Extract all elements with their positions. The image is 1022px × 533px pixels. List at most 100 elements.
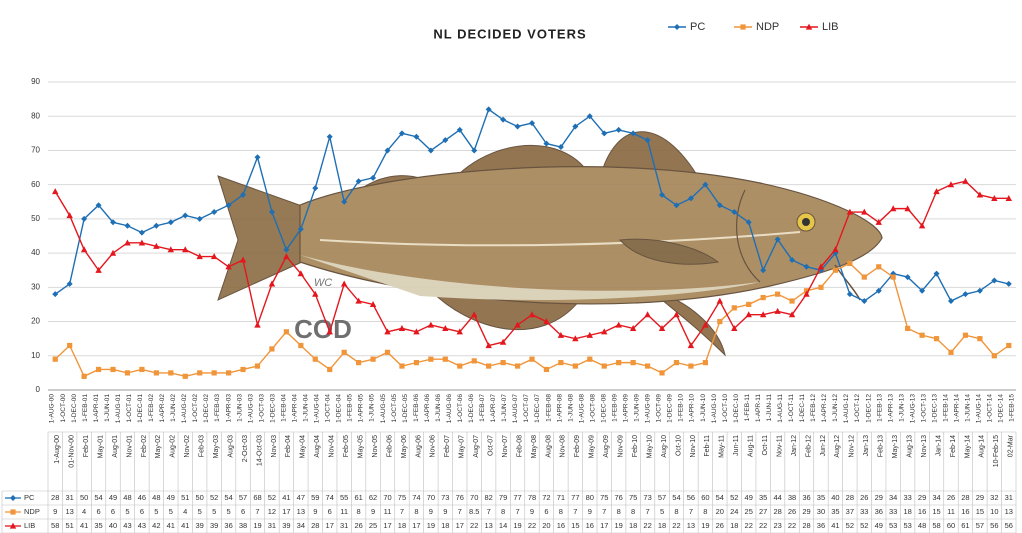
table-header: May-14 [964, 435, 971, 458]
table-header: Aug-11 [748, 435, 755, 457]
x-tick-label: 1-FEB-04 [280, 394, 287, 422]
fish-tail [217, 175, 303, 301]
x-tick-label: 1-AUG-05 [380, 394, 387, 424]
marker [644, 363, 651, 369]
table-cell: 40 [109, 521, 117, 530]
table-cell: 74 [326, 493, 334, 502]
table-cell: 7 [487, 507, 491, 516]
marker [905, 325, 911, 331]
x-tick-label: 1-FEB-05 [347, 394, 354, 422]
table-cell: 7 [458, 507, 462, 516]
y-tick-label: 70 [31, 146, 40, 155]
marker [976, 191, 984, 198]
marker [427, 321, 435, 328]
fish-gill [735, 189, 761, 283]
x-tick-label: 1-FEB-13 [876, 394, 883, 422]
marker [572, 363, 578, 369]
marker [904, 205, 911, 212]
table-header: Feb-09 [574, 435, 581, 457]
marker [514, 123, 521, 130]
marker [399, 363, 405, 369]
table-cell: 28 [961, 493, 969, 502]
marker [167, 246, 175, 253]
table-header: 10-Feb-15 [993, 435, 1000, 467]
marker [557, 144, 564, 151]
table-header: Jan-12 [791, 435, 798, 457]
marker [197, 370, 203, 376]
marker [196, 215, 203, 222]
marker [876, 264, 882, 270]
table-header: May-13 [892, 435, 899, 458]
table-cell: 7 [573, 507, 577, 516]
x-tick-label: 1-AUG-07 [512, 394, 519, 424]
table-header: Oct-07 [488, 435, 495, 456]
table-cell: 54 [94, 493, 102, 502]
x-tick-label: 1-DEC-07 [534, 394, 541, 423]
marker [254, 363, 261, 369]
marker [240, 191, 247, 198]
marker [805, 23, 813, 30]
x-tick-label: 1-AUG-12 [843, 394, 850, 424]
table-cell: 8 [631, 507, 635, 516]
x-tick-label: 1-OCT-09 [656, 394, 663, 423]
table-cell: 13 [687, 521, 695, 530]
table-cell: 53 [889, 521, 897, 530]
fish-illustration [217, 131, 883, 357]
table-cell: 34 [297, 521, 305, 530]
table-cell: 26 [354, 521, 362, 530]
table-cell: 22 [672, 521, 680, 530]
fish-fin [649, 289, 726, 357]
x-tick-label: 1-DEC-12 [865, 394, 872, 423]
marker [370, 174, 377, 181]
table-cell: 18 [730, 521, 738, 530]
marker [370, 356, 376, 362]
table-cell: 73 [643, 493, 651, 502]
table-header: Feb-07 [444, 435, 451, 457]
table-cell: 36 [802, 493, 810, 502]
table-cell: 28 [51, 493, 59, 502]
table-cell: 17 [282, 507, 290, 516]
table-cell: 17 [326, 521, 334, 530]
marker [340, 280, 348, 287]
x-tick-label: 1-OCT-03 [258, 394, 265, 423]
x-tick-label: 1-JUN-07 [501, 394, 508, 422]
x-tick-label: 1-FEB-06 [413, 394, 420, 422]
marker [471, 147, 478, 154]
marker [442, 325, 449, 331]
fish-belly [300, 255, 760, 301]
table-cell: 9 [53, 507, 57, 516]
x-tick-label: 1-APR-08 [556, 394, 563, 423]
table-cell: 18 [658, 521, 666, 530]
x-tick-label: 1-APR-03 [225, 394, 232, 423]
marker [52, 356, 58, 362]
marker [962, 332, 969, 338]
marker [398, 130, 405, 137]
marker [659, 191, 666, 198]
table-cell: 8 [414, 507, 418, 516]
x-tick-label: 1-JUN-08 [567, 394, 574, 422]
marker [759, 311, 767, 318]
table-cell: 80 [586, 493, 594, 502]
marker [746, 301, 752, 308]
table-cell: 22 [470, 521, 478, 530]
table-cell: 19 [513, 521, 521, 530]
marker [702, 321, 709, 328]
table-cell: 41 [282, 493, 290, 502]
marker [52, 291, 59, 298]
table-cell: 8 [501, 507, 505, 516]
table-cell: 51 [65, 521, 73, 530]
marker [846, 291, 853, 298]
fish-pupil [802, 218, 810, 226]
marker [95, 366, 102, 373]
table-cell: 49 [875, 521, 883, 530]
marker [774, 236, 781, 243]
marker [976, 287, 983, 294]
table-cell: 29 [875, 493, 883, 502]
table-header: Nov-01 [126, 435, 133, 458]
marker [861, 298, 868, 305]
table-header: Feb-10 [632, 435, 639, 457]
marker [586, 331, 593, 338]
x-tick-label: 1-OCT-02 [192, 394, 199, 423]
table-cell: 25 [369, 521, 377, 530]
table-cell: 54 [716, 493, 724, 502]
